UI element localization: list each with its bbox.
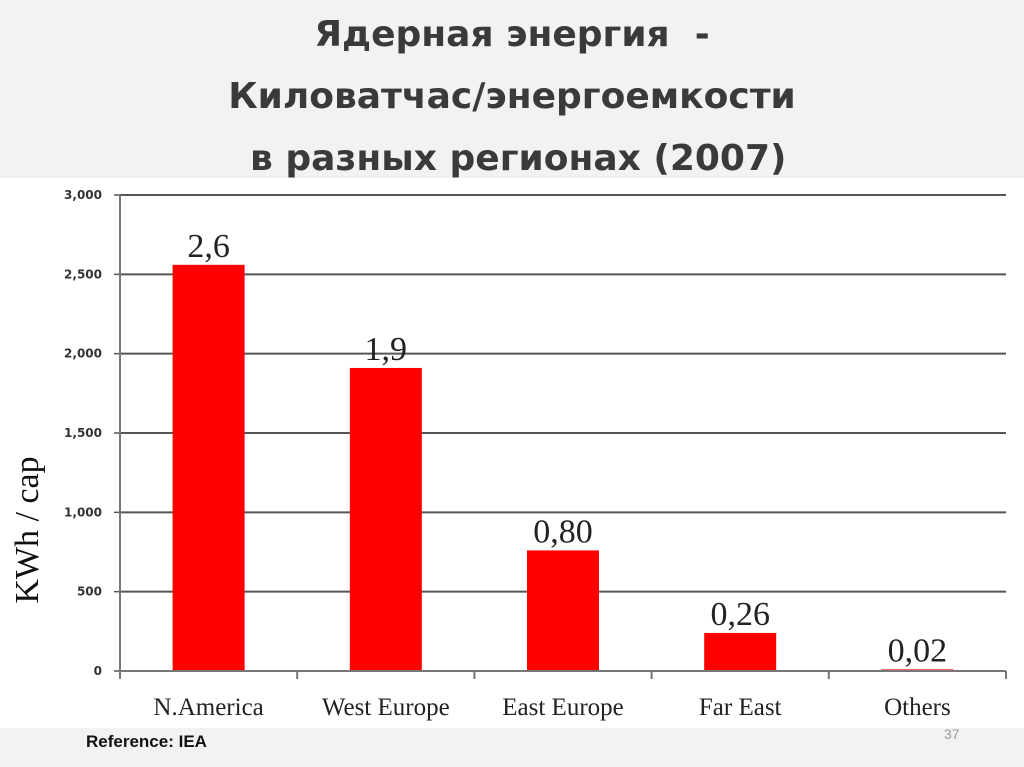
bar	[527, 550, 599, 671]
slide-title: Ядерная энергия - Киловатчас/энергоемкос…	[0, 0, 1024, 179]
chart-panel: 0 500 1,000 1,500 2,000 2,500 3,000 N.America 2,…	[0, 178, 1024, 728]
y-tick-label: 2,500	[64, 267, 102, 281]
axes	[114, 194, 1007, 679]
y-tick-label: 1,000	[64, 505, 102, 519]
x-tick-label: East Europe	[502, 694, 623, 721]
page-number: 37	[944, 726, 960, 742]
title-line-3: в разных регионах (2007)	[237, 138, 787, 179]
data-label: 2,6	[187, 228, 230, 265]
x-tick-label: West Europe	[322, 694, 450, 721]
y-tick-label: 1,500	[64, 426, 102, 440]
bar-chart: 0 500 1,000 1,500 2,000 2,500 3,000 N.America 2,…	[9, 188, 1007, 721]
bar	[349, 367, 422, 671]
x-tick-label: N.America	[153, 694, 263, 721]
x-tick-label: Far East	[699, 694, 782, 721]
bar	[704, 632, 777, 671]
title-line-2: Киловатчас/энергоемкости	[228, 76, 796, 117]
x-tick-label: Others	[884, 694, 951, 721]
bars	[172, 264, 954, 671]
data-label: 0,02	[888, 632, 948, 669]
data-label: 0,26	[710, 596, 770, 633]
y-axis-title: KWh / cap	[9, 456, 46, 603]
y-tick-label: 3,000	[64, 188, 102, 202]
reference-note: Reference: IEA	[86, 732, 207, 751]
bar	[172, 264, 245, 671]
y-tick-label: 0	[94, 664, 102, 678]
y-tick-label: 500	[77, 585, 102, 599]
labels: 0 500 1,000 1,500 2,000 2,500 3,000 N.America 2,…	[64, 188, 951, 721]
y-tick-label: 2,000	[64, 347, 102, 361]
data-label: 0,80	[533, 513, 593, 550]
title-line-1: Ядерная энергия -	[314, 14, 710, 55]
data-label: 1,9	[365, 331, 408, 368]
